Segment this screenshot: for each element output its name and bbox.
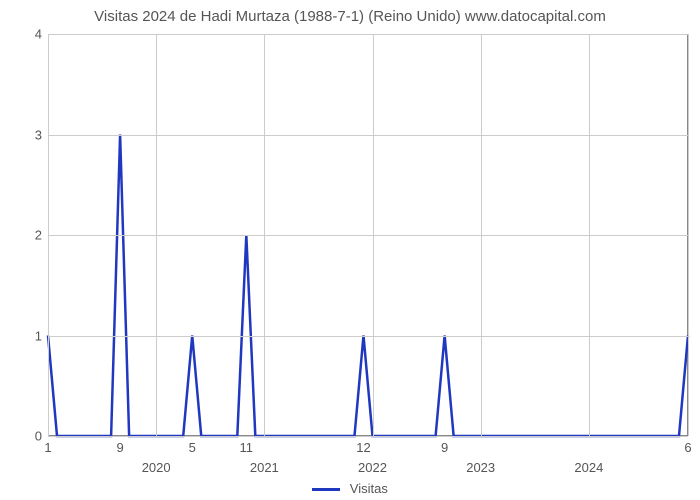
gridline-horizontal: [48, 135, 688, 136]
x-tick-label: 1: [44, 436, 51, 455]
visits-line: [48, 135, 688, 437]
gridline-vertical: [264, 34, 265, 436]
x-year-label: 2020: [142, 456, 171, 475]
legend: Visitas: [0, 481, 700, 496]
y-tick-label: 3: [35, 127, 48, 142]
gridline-vertical: [373, 34, 374, 436]
chart-title: Visitas 2024 de Hadi Murtaza (1988-7-1) …: [0, 0, 700, 25]
legend-label: Visitas: [350, 481, 388, 496]
y-tick-label: 4: [35, 27, 48, 42]
gridline-vertical: [481, 34, 482, 436]
x-tick-label: 5: [189, 436, 196, 455]
x-tick-label: 9: [441, 436, 448, 455]
y-tick-label: 2: [35, 228, 48, 243]
gridline-vertical: [589, 34, 590, 436]
gridline-horizontal: [48, 235, 688, 236]
visits-line-chart: Visitas 2024 de Hadi Murtaza (1988-7-1) …: [0, 0, 700, 500]
x-year-label: 2023: [466, 456, 495, 475]
gridline-vertical: [48, 34, 49, 436]
x-tick-label: 12: [356, 436, 370, 455]
plot-area: 0123420202021202220232024195111296: [48, 34, 688, 436]
x-year-label: 2022: [358, 456, 387, 475]
x-year-label: 2024: [574, 456, 603, 475]
x-tick-label: 11: [240, 436, 254, 455]
y-tick-label: 1: [35, 328, 48, 343]
gridline-vertical: [156, 34, 157, 436]
x-tick-label: 9: [116, 436, 123, 455]
gridline-horizontal: [48, 336, 688, 337]
gridline-vertical: [688, 34, 689, 436]
x-year-label: 2021: [250, 456, 279, 475]
gridline-horizontal: [48, 34, 688, 35]
legend-swatch: [312, 488, 340, 491]
x-tick-label: 6: [684, 436, 691, 455]
